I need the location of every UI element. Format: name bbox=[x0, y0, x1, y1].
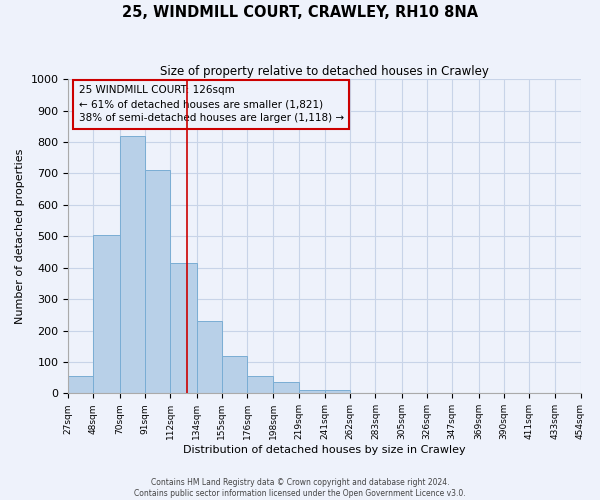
Bar bbox=[222, 356, 247, 394]
X-axis label: Distribution of detached houses by size in Crawley: Distribution of detached houses by size … bbox=[183, 445, 466, 455]
Bar bbox=[197, 321, 222, 394]
Bar bbox=[145, 170, 170, 394]
Bar bbox=[170, 263, 197, 394]
Text: Contains HM Land Registry data © Crown copyright and database right 2024.
Contai: Contains HM Land Registry data © Crown c… bbox=[134, 478, 466, 498]
Bar bbox=[325, 390, 350, 394]
Title: Size of property relative to detached houses in Crawley: Size of property relative to detached ho… bbox=[160, 65, 489, 78]
Bar bbox=[274, 382, 299, 394]
Text: 25, WINDMILL COURT, CRAWLEY, RH10 8NA: 25, WINDMILL COURT, CRAWLEY, RH10 8NA bbox=[122, 5, 478, 20]
Bar bbox=[120, 136, 145, 394]
Bar bbox=[247, 376, 274, 394]
Y-axis label: Number of detached properties: Number of detached properties bbox=[15, 148, 25, 324]
Bar bbox=[94, 234, 120, 394]
Bar bbox=[299, 390, 325, 394]
Text: 25 WINDMILL COURT: 126sqm
← 61% of detached houses are smaller (1,821)
38% of se: 25 WINDMILL COURT: 126sqm ← 61% of detac… bbox=[79, 86, 344, 124]
Bar bbox=[68, 376, 94, 394]
